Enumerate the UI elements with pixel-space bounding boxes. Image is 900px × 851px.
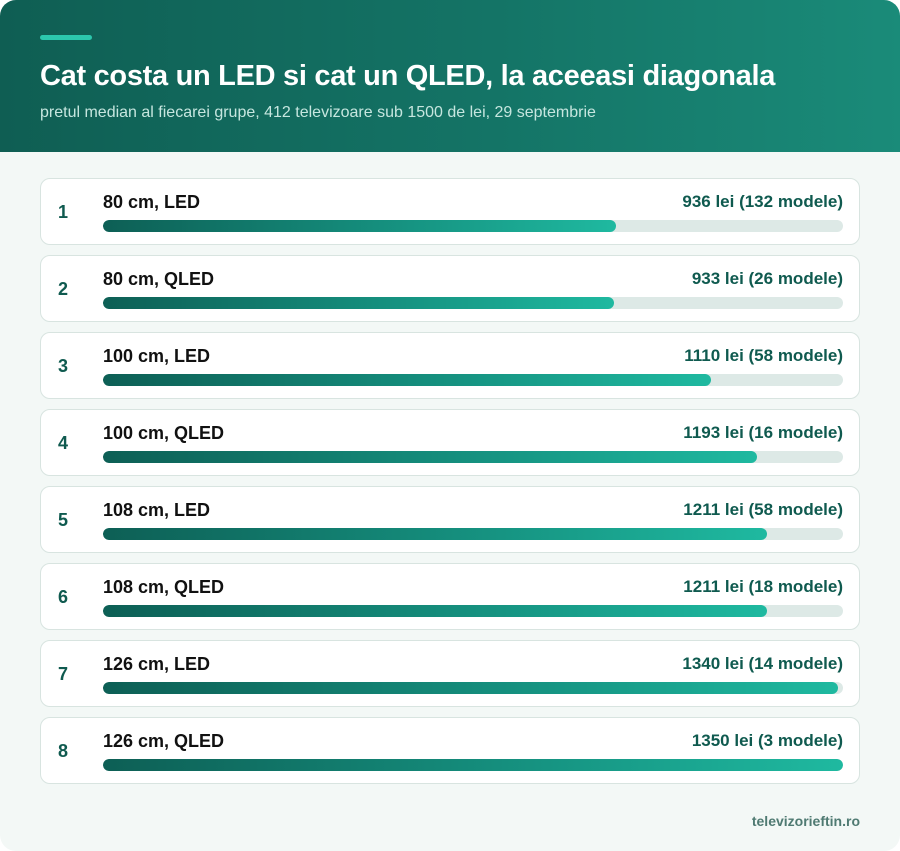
- bar-fill: [103, 297, 614, 309]
- value-label: 936 lei (132 modele): [682, 192, 843, 211]
- bar-row: 3 100 cm, LED 1110 lei (58 modele): [40, 332, 860, 399]
- category-label: 80 cm, QLED: [103, 269, 215, 289]
- value-label: 1110 lei (58 modele): [684, 346, 843, 365]
- rank-number: 3: [58, 356, 69, 376]
- bar-fill: [103, 759, 843, 771]
- bar-track: [103, 759, 843, 771]
- bar-track: [103, 297, 843, 309]
- bar-fill: [103, 451, 757, 463]
- bar-track: [103, 220, 843, 232]
- bar-row: 1 80 cm, LED 936 lei (132 modele): [40, 178, 860, 245]
- category-label: 108 cm, LED: [103, 500, 211, 520]
- bar-fill: [103, 605, 767, 617]
- bar-fill: [103, 374, 711, 386]
- rank-number: 7: [58, 664, 69, 684]
- rank-number: 4: [58, 433, 69, 453]
- bar-row: 4 100 cm, QLED 1193 lei (16 modele): [40, 409, 860, 476]
- bar-track: [103, 528, 843, 540]
- bar-track: [103, 374, 843, 386]
- bar-list: 1 80 cm, LED 936 lei (132 modele) 2 80 cm, Q…: [40, 178, 860, 794]
- rank-number: 1: [58, 202, 69, 222]
- bar-track: [103, 451, 843, 463]
- source-label: televizorieftin.ro: [751, 813, 860, 829]
- rank-number: 2: [58, 279, 69, 299]
- category-label: 126 cm, QLED: [103, 731, 225, 751]
- category-label: 80 cm, LED: [103, 192, 201, 212]
- bar-row: 6 108 cm, QLED 1211 lei (18 modele): [40, 563, 860, 630]
- bar-row: 2 80 cm, QLED 933 lei (26 modele): [40, 255, 860, 322]
- category-label: 126 cm, LED: [103, 654, 211, 674]
- rank-number: 6: [58, 587, 69, 607]
- bar-row: 7 126 cm, LED 1340 lei (14 modele): [40, 640, 860, 707]
- value-label: 1340 lei (14 modele): [682, 654, 843, 673]
- bar-row: 5 108 cm, LED 1211 lei (58 modele): [40, 486, 860, 553]
- category-label: 100 cm, QLED: [103, 423, 225, 443]
- rank-number: 5: [58, 510, 69, 530]
- value-label: 1350 lei (3 modele): [691, 731, 843, 750]
- bar-fill: [103, 528, 767, 540]
- page-subtitle: pretul median al fiecarei grupe, 412 tel…: [40, 104, 596, 121]
- value-label: 1211 lei (58 modele): [683, 500, 843, 519]
- value-label: 1211 lei (18 modele): [683, 577, 843, 596]
- bar-fill: [103, 682, 838, 694]
- bar-fill: [103, 220, 616, 232]
- category-label: 100 cm, LED: [103, 346, 211, 366]
- value-label: 1193 lei (16 modele): [683, 423, 843, 442]
- bar-row: 8 126 cm, QLED 1350 lei (3 modele): [40, 717, 860, 784]
- header-banner: Cat costa un LED si cat un QLED, la acee…: [0, 0, 900, 152]
- value-label: 933 lei (26 modele): [691, 269, 843, 288]
- category-label: 108 cm, QLED: [103, 577, 225, 597]
- page-title: Cat costa un LED si cat un QLED, la acee…: [40, 60, 776, 92]
- bar-track: [103, 605, 843, 617]
- bar-track: [103, 682, 843, 694]
- rank-number: 8: [58, 741, 69, 761]
- accent-line: [40, 35, 92, 40]
